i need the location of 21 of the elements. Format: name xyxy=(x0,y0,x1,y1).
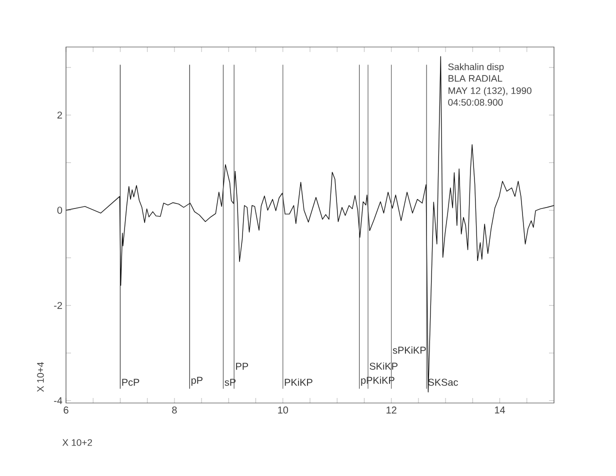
x-axis-title: X 10+2 xyxy=(62,439,92,446)
annotation: 04:50:08.900 xyxy=(448,98,503,106)
x-tick-label: 6 xyxy=(64,406,68,414)
x-tick-label: 10 xyxy=(278,406,288,414)
ref-line-label: sPKiKP xyxy=(392,346,426,354)
annotation: BLA RADIAL xyxy=(448,75,502,82)
ref-line-label: PcP xyxy=(122,378,140,386)
y-tick-label: -4 xyxy=(54,397,62,404)
y-tick-label: -2 xyxy=(54,302,62,309)
x-tick-label: 14 xyxy=(495,406,506,414)
ref-line-label: PP xyxy=(236,362,248,370)
y-tick-label: 2 xyxy=(57,112,62,119)
ref-line-label: PKiKP xyxy=(284,378,312,386)
annotation: MAY 12 (132), 1990 xyxy=(448,87,532,96)
x-tick-label: 12 xyxy=(386,406,396,414)
x-tick-label: 8 xyxy=(172,406,177,414)
line-series xyxy=(66,56,554,392)
annotation: Sakhalin disp xyxy=(448,63,504,72)
y-axis-title: X 10+4 xyxy=(37,362,44,392)
y-tick-label: 0 xyxy=(57,206,62,214)
ref-line-label: pP xyxy=(191,376,202,386)
